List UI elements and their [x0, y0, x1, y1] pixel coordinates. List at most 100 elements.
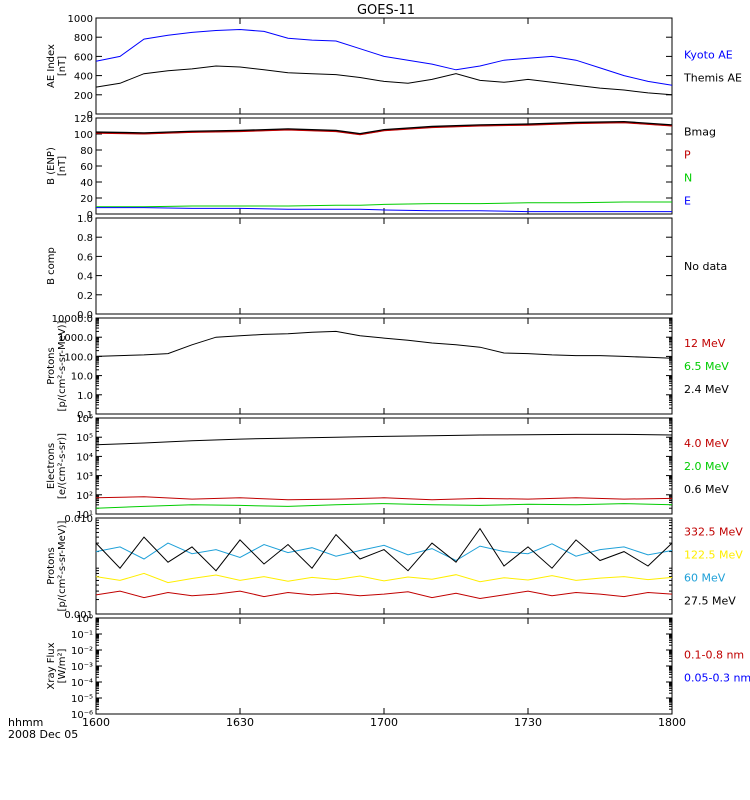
y-axis-label: AE Index[nT]	[46, 44, 68, 88]
y-tick-label: 1.0	[77, 391, 93, 402]
panel-electrons: 10¹ 10² 10³ 10⁴ 10⁵ 10⁶ Electrons[e/(cm²-s-sr)…	[46, 414, 729, 521]
y-tick-label: 10⁻³	[71, 662, 93, 673]
legend-entry: 2.0 MeV	[684, 460, 729, 473]
y-axis-label-line: AE Index	[46, 44, 57, 88]
series-line-4-0-mev	[95, 496, 673, 501]
y-axis-label: Xray Flux[W/m²]	[46, 642, 68, 689]
y-tick-label: 10⁻¹	[71, 630, 93, 641]
series-line-kyoto-ae	[95, 28, 673, 86]
y-tick-label: 10⁻⁴	[71, 678, 93, 689]
y-tick-label: 0.010	[64, 514, 93, 525]
y-tick-label: 0.001	[64, 610, 93, 621]
legend-entry: 332.5 MeV	[684, 526, 743, 539]
series-line-bmag	[95, 120, 673, 136]
y-tick-label: 80	[80, 146, 93, 157]
y-axis-label-line: B comp	[46, 247, 57, 285]
y-axis-label: Protons[p/(cm²-s-sr-MeV)]	[46, 320, 68, 411]
y-tick-label: 10³	[76, 472, 93, 483]
panel-frame	[95, 217, 673, 315]
y-axis-label-line: [p/(cm²-s-sr-MeV)]	[57, 320, 68, 411]
y-tick-label: 10⁰	[76, 614, 93, 625]
legend-entry: 4.0 MeV	[684, 437, 729, 450]
panel-b_enp: 0 20 40 60 80 100 120 B (ENP)[nT] Bmag PNE	[46, 114, 716, 221]
legend-entry: 2.4 MeV	[684, 383, 729, 396]
y-tick-label: 100	[74, 130, 93, 141]
series-line-332-5-mev	[95, 590, 673, 600]
panel-protons_high: 0.001 0.010 Protons[p/(cm²-s-sr-MeV)] 332.5…	[46, 514, 743, 621]
y-axis-label-line: Protons	[46, 347, 57, 384]
chart-title: GOES-11	[357, 3, 415, 18]
y-axis-label: B comp	[46, 247, 57, 285]
y-tick-label: 0	[87, 110, 93, 121]
y-axis-label-line: B (ENP)	[46, 147, 57, 185]
y-tick-label: 100.0	[64, 352, 93, 363]
legend-entry: 0.1-0.8 nm	[684, 649, 744, 662]
y-tick-label: 800	[74, 33, 93, 44]
panel-b_comp: 0.0 0.2 0.4 0.6 0.8 1.0 B comp No data	[46, 214, 727, 321]
y-tick-label: 0.6	[77, 252, 93, 263]
legend-entry: P	[684, 149, 691, 162]
y-tick-label: 0.2	[77, 291, 93, 302]
y-tick-label: 0.4	[77, 272, 93, 283]
legend-entry: No data	[684, 260, 727, 273]
series-line-2-4-mev	[95, 330, 673, 359]
panel-xray: 10⁻⁶ 10⁻⁵ 10⁻⁴ 10⁻³ 10⁻² 10⁻¹ 10⁰ Xray Flux[W/m…	[46, 614, 750, 721]
y-tick-label: 10⁻²	[71, 646, 93, 657]
legend-entry: Themis AE	[683, 72, 742, 85]
y-tick-label: 60	[80, 162, 93, 173]
x-tick-label: 1730	[514, 716, 542, 729]
legend-entry: 27.5 MeV	[684, 595, 736, 608]
y-axis-label-line: [e/(cm²-s-sr)]	[57, 433, 68, 499]
y-tick-label: 10⁵	[76, 433, 93, 444]
y-tick-label: 10⁻⁶	[71, 710, 93, 721]
y-tick-label: 120	[74, 114, 93, 125]
y-tick-label: 10⁴	[76, 452, 93, 463]
y-tick-label: 1.0	[77, 214, 93, 225]
series-line-n	[96, 201, 672, 208]
y-axis-label-line: [p/(cm²-s-sr-MeV)]	[57, 520, 68, 611]
legend-entry: 122.5 MeV	[684, 549, 743, 562]
panel-frame	[95, 517, 673, 615]
legend-entry: Bmag	[684, 126, 716, 139]
y-tick-label: 0.1	[77, 410, 93, 421]
series-line-e	[96, 207, 672, 213]
y-tick-label: 10¹	[76, 510, 93, 521]
series-line-2-0-mev	[95, 503, 673, 509]
panel-ae_index: 0 200 400 600 800 1000 AE Index[nT] Kyoto AE The…	[46, 14, 742, 121]
panel-protons_low: 0.11.010.0100.01000.010000.0Protons[p/(c…	[46, 314, 729, 421]
legend-entry: N	[684, 172, 692, 185]
legend-entry: 12 MeV	[684, 337, 726, 350]
y-axis-label-line: Protons	[46, 547, 57, 584]
y-axis-label: B (ENP)[nT]	[46, 147, 68, 185]
series-line-p	[95, 122, 673, 136]
y-tick-label: 0.0	[77, 310, 93, 321]
y-tick-label: 600	[74, 52, 93, 63]
y-tick-label: 40	[80, 178, 93, 189]
y-axis-label-line: Xray Flux	[46, 642, 57, 689]
panel-frame	[95, 417, 673, 515]
panel-frame	[95, 617, 673, 715]
series-line-themis-ae	[95, 65, 673, 96]
y-tick-label: 1000.0	[58, 333, 93, 344]
y-tick-label: 10.0	[71, 372, 93, 383]
legend-entry: 6.5 MeV	[684, 360, 729, 373]
y-tick-label: 20	[80, 194, 93, 205]
y-axis-label-line: [nT]	[57, 156, 68, 176]
panel-frame	[95, 17, 673, 115]
y-axis-label-line: [W/m²]	[57, 648, 68, 683]
series-line-122-5-mev	[95, 572, 673, 584]
y-tick-label: 10²	[76, 491, 93, 502]
y-axis-label-line: [nT]	[57, 56, 68, 76]
y-tick-label: 0.8	[77, 233, 93, 244]
panel-frame	[95, 317, 673, 415]
legend-entry: 60 MeV	[684, 572, 726, 585]
legend-entry: Kyoto AE	[684, 49, 733, 62]
y-tick-label: 10⁶	[76, 414, 93, 425]
x-tick-label: 1800	[658, 716, 686, 729]
x-tick-label: 1600	[82, 716, 110, 729]
y-axis-label: Electrons[e/(cm²-s-sr)]	[46, 433, 68, 499]
y-tick-label: 10000.0	[52, 314, 93, 325]
series-line-60-mev	[95, 542, 673, 562]
x-tick-label: 1700	[370, 716, 398, 729]
